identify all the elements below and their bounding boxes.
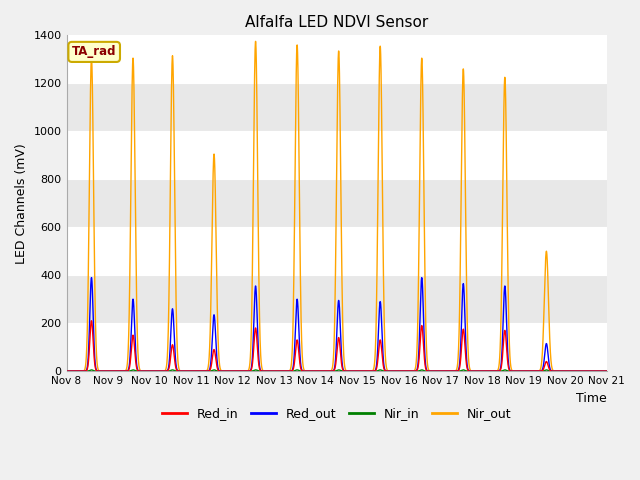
Bar [67, 227, 607, 275]
Bar [67, 179, 607, 227]
Bar [67, 131, 607, 179]
Bar [67, 275, 607, 323]
Bar [67, 36, 607, 84]
Y-axis label: LED Channels (mV): LED Channels (mV) [15, 143, 28, 264]
X-axis label: Time: Time [576, 392, 607, 405]
Legend: Red_in, Red_out, Nir_in, Nir_out: Red_in, Red_out, Nir_in, Nir_out [157, 402, 516, 425]
Bar [67, 84, 607, 131]
Title: Alfalfa LED NDVI Sensor: Alfalfa LED NDVI Sensor [245, 15, 428, 30]
Text: TA_rad: TA_rad [72, 46, 116, 59]
Bar [67, 323, 607, 371]
